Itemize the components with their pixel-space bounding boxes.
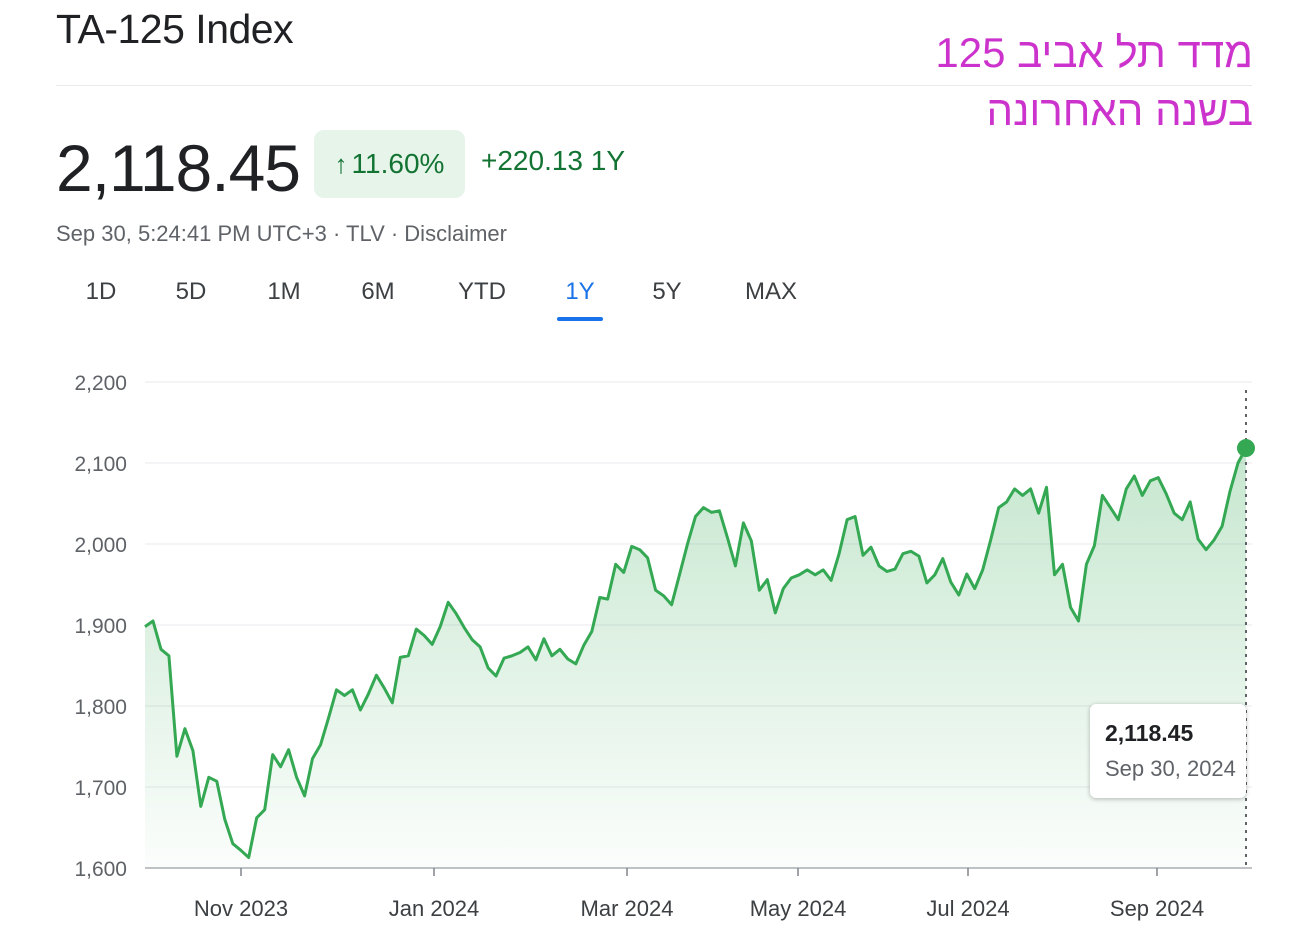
x-tick-label: Mar 2024 <box>581 896 674 921</box>
hebrew-caption: מדד תל אביב 125 בשנה האחרונה <box>935 24 1253 140</box>
y-tick-label: 2,100 <box>74 453 127 476</box>
x-tick-label: May 2024 <box>750 896 847 921</box>
tab-ytd[interactable]: YTD <box>458 278 506 305</box>
x-tick-label: Jul 2024 <box>926 896 1009 921</box>
tab-6m[interactable]: 6M <box>361 278 395 305</box>
tab-1m[interactable]: 1M <box>267 278 301 305</box>
tab-max[interactable]: MAX <box>744 278 798 305</box>
tab-5d[interactable]: 5D <box>175 278 207 305</box>
hebrew-caption-line2: בשנה האחרונה <box>986 87 1253 134</box>
price-chart[interactable]: 1,600 1,700 1,800 1,900 2,000 2,100 2,200 Nov 2… <box>0 340 1295 948</box>
series-line <box>144 447 1248 859</box>
y-tick-label: 1,700 <box>74 777 127 800</box>
tooltip-date: Sep 30, 2024 <box>1105 756 1236 781</box>
series-area <box>145 448 1246 868</box>
current-price: 2,118.45 <box>56 131 301 205</box>
y-tick-label: 1,800 <box>74 696 127 719</box>
y-tick-label: 1,900 <box>74 615 127 638</box>
tab-5y[interactable]: 5Y <box>652 278 682 305</box>
range-tabs: 1D 5D 1M 6M YTD 1Y 5Y MAX <box>56 278 856 321</box>
tab-1y[interactable]: 1Y <box>565 278 595 305</box>
chart-tooltip: 2,118.45 Sep 30, 2024 <box>1090 704 1246 798</box>
x-tick-label: Jan 2024 <box>389 896 480 921</box>
last-point-marker[interactable] <box>1237 439 1255 458</box>
change-value: +220.13 1Y <box>481 145 626 176</box>
y-tick-label: 2,200 <box>74 372 127 395</box>
hebrew-caption-line1: מדד תל אביב 125 <box>935 29 1253 76</box>
page-title: TA-125 Index <box>56 6 294 52</box>
active-tab-underline <box>557 317 603 321</box>
timestamp-line: Sep 30, 5:24:41 PM UTC+3 · TLV · Disclai… <box>56 221 507 246</box>
change-percent-value: 11.60% <box>351 148 445 179</box>
header-divider <box>56 85 1252 86</box>
x-tick-label: Nov 2023 <box>194 896 288 921</box>
change-percent-badge: ↑ 11.60% <box>314 130 465 198</box>
y-tick-label: 1,600 <box>74 858 127 881</box>
tab-1d[interactable]: 1D <box>85 278 117 305</box>
tooltip-value: 2,118.45 <box>1105 720 1194 746</box>
x-tick-label: Sep 2024 <box>1110 896 1204 921</box>
y-tick-label: 2,000 <box>74 534 127 557</box>
arrow-up-icon: ↑ <box>334 148 348 179</box>
